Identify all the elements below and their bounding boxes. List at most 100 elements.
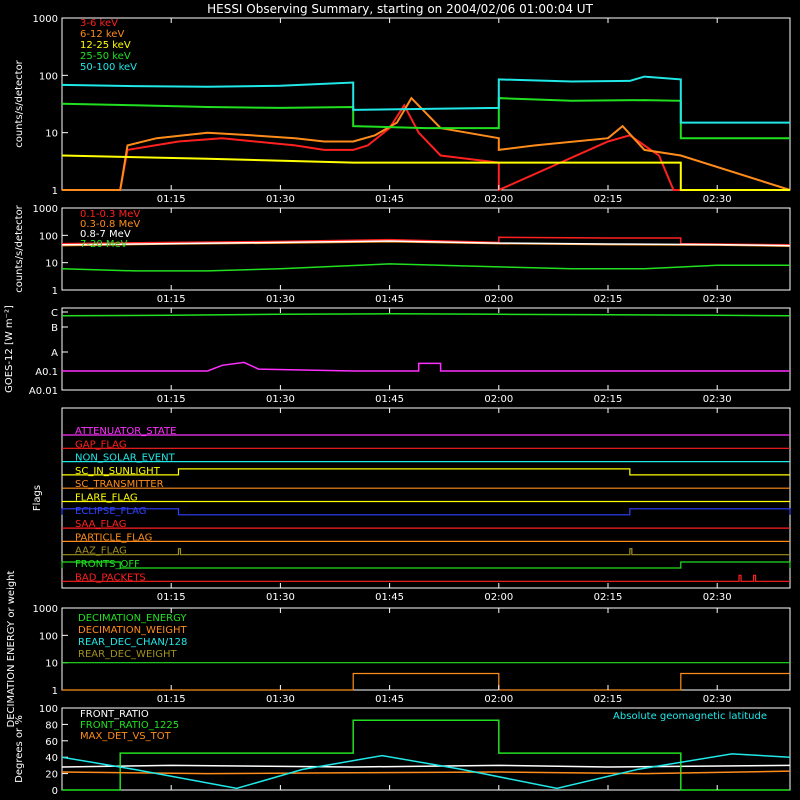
decimation-ytick-label: 1000 — [33, 604, 58, 615]
flag-label-4: SC_TRANSMITTER — [75, 479, 164, 490]
gamma-ylabel: counts/s/detector — [14, 204, 25, 292]
goes-series-1 — [62, 361, 790, 372]
hxr-series-0 — [62, 103, 790, 192]
hxr-ylabel: counts/s/detector — [14, 59, 25, 147]
flag-line-3 — [62, 468, 790, 476]
gamma-xtick-label: 01:45 — [375, 294, 404, 305]
gamma-ytick-label: 1 — [52, 286, 58, 297]
flag-label-8: PARTICLE_FLAG — [75, 532, 152, 543]
flag-label-3: SC_IN_SUNLIGHT — [75, 466, 161, 477]
flag-label-9: AAZ_FLAG — [75, 546, 127, 557]
decimation-xtick-label: 02:30 — [703, 694, 732, 705]
hxr-series-1 — [62, 96, 791, 191]
gamma-xtick-label: 02:00 — [484, 294, 513, 305]
decimation-legend-2: REAR_DEC_CHAN/128 — [78, 637, 187, 648]
goes-ytick-label: A0.01 — [29, 386, 58, 397]
hxr-series-3 — [61, 97, 790, 140]
flag-label-1: GAP_FLAG — [75, 439, 127, 450]
goes-ytick-label: A — [51, 348, 58, 359]
goes-xtick-label: 01:15 — [157, 394, 186, 405]
flag-label-5: FLARE_FLAG — [75, 493, 138, 504]
decimation-legend-1: DECIMATION_WEIGHT — [78, 625, 187, 636]
flags-xtick-label: 02:00 — [484, 592, 513, 603]
flags-panel-frame — [61, 407, 791, 589]
hxr-legend-4: 50-100 keV — [80, 62, 137, 73]
gamma-legend-2: 0.8-7 MeV — [80, 229, 131, 240]
hxr-legend-3: 25-50 keV — [80, 51, 131, 62]
ratios-ytick-label: 20 — [45, 770, 58, 781]
hxr-series-2 — [61, 154, 790, 191]
flags-ylabel: Flags — [32, 485, 43, 511]
ratios-series-1 — [62, 719, 790, 791]
decimation-xtick-label: 01:15 — [157, 694, 186, 705]
flag-label-7: SAA_FLAG — [75, 519, 126, 530]
flags-xtick-label: 01:45 — [375, 592, 404, 603]
goes-ytick-label: C — [51, 308, 58, 319]
flags-xtick-label: 02:30 — [703, 592, 732, 603]
decimation-xtick-label: 01:30 — [266, 694, 295, 705]
decimation-legend-3: REAR_DEC_WEIGHT — [78, 649, 177, 660]
hxr-ytick-label: 10 — [45, 129, 58, 140]
hxr-xtick-label: 01:15 — [157, 194, 186, 205]
hxr-ytick-label: 1000 — [33, 14, 58, 25]
goes-xtick-label: 02:00 — [484, 394, 513, 405]
flag-label-11: BAD_PACKETS — [75, 572, 146, 583]
flag-label-10: FRONTS_OFF — [75, 559, 140, 570]
decimation-ytick-label: 1 — [52, 686, 58, 697]
gamma-panel-frame — [61, 207, 791, 291]
ratios-ytick-label: 80 — [45, 720, 58, 731]
hxr-xtick-label: 01:45 — [375, 194, 404, 205]
gamma-legend-1: 0.3-0.8 MeV — [80, 219, 140, 230]
decimation-panel-frame — [61, 607, 791, 691]
ratios-panel-frame — [61, 707, 791, 791]
flag-line-11 — [62, 574, 790, 582]
hxr-ytick-label: 1 — [52, 186, 58, 197]
gamma-xtick-label: 01:15 — [157, 294, 186, 305]
flag-line-6 — [61, 508, 791, 516]
decimation-ytick-label: 10 — [45, 659, 58, 670]
hxr-xtick-label: 02:00 — [484, 194, 513, 205]
decimation-xtick-label: 01:45 — [375, 694, 404, 705]
ratios-ytick-label: 100 — [39, 704, 58, 715]
gamma-ytick-label: 100 — [39, 231, 58, 242]
goes-ytick-label: B — [51, 323, 58, 334]
decimation-xtick-label: 02:00 — [484, 694, 513, 705]
gamma-series-2 — [61, 240, 791, 247]
ratios-series-0 — [61, 764, 791, 768]
hxr-ytick-label: 100 — [39, 71, 58, 82]
ratios-series-2 — [61, 770, 791, 775]
gamma-xtick-label: 01:30 — [266, 294, 295, 305]
goes-ylabel: GOES-12 [W m⁻²] — [4, 305, 15, 393]
gamma-series-3 — [61, 263, 790, 272]
hxr-xtick-label: 02:30 — [703, 194, 732, 205]
ratios-ytick-label: 40 — [45, 753, 58, 764]
flag-label-2: NON_SOLAR_EVENT — [75, 453, 176, 464]
gamma-ytick-label: 10 — [45, 259, 58, 270]
hxr-xtick-label: 02:15 — [594, 194, 623, 205]
hxr-series-4 — [61, 75, 790, 124]
chart-title: HESSI Observing Summary, starting on 200… — [207, 2, 593, 16]
gamma-ytick-label: 1000 — [33, 204, 58, 215]
flag-line-9 — [62, 548, 790, 556]
gamma-legend-0: 0.1-0.3 MeV — [80, 209, 140, 220]
flags-xtick-label: 02:15 — [594, 592, 623, 603]
flag-line-10 — [61, 561, 791, 569]
ratios-legend-0: FRONT_RATIO — [80, 709, 149, 720]
goes-xtick-label: 01:45 — [375, 394, 404, 405]
flags-xtick-label: 01:15 — [157, 592, 186, 603]
ratios-legend-1: FRONT_RATIO_1225 — [80, 720, 179, 731]
ratios-annotation: Absolute geomagnetic latitude — [613, 711, 767, 722]
decimation-legend-0: DECIMATION_ENERGY — [78, 613, 187, 624]
goes-panel-frame — [61, 307, 791, 391]
flag-label-0: ATTENUATOR_STATE — [75, 426, 176, 437]
goes-xtick-label: 01:30 — [266, 394, 295, 405]
hxr-xtick-label: 01:30 — [266, 194, 295, 205]
ratios-ytick-label: 0 — [52, 786, 58, 797]
goes-ytick-label: A0.1 — [35, 367, 58, 378]
gamma-xtick-label: 02:30 — [703, 294, 732, 305]
hxr-legend-1: 6-12 keV — [80, 29, 124, 40]
goes-xtick-label: 02:15 — [594, 394, 623, 405]
hxr-legend-0: 3-6 keV — [80, 18, 118, 29]
ratios-series-3 — [61, 753, 791, 790]
